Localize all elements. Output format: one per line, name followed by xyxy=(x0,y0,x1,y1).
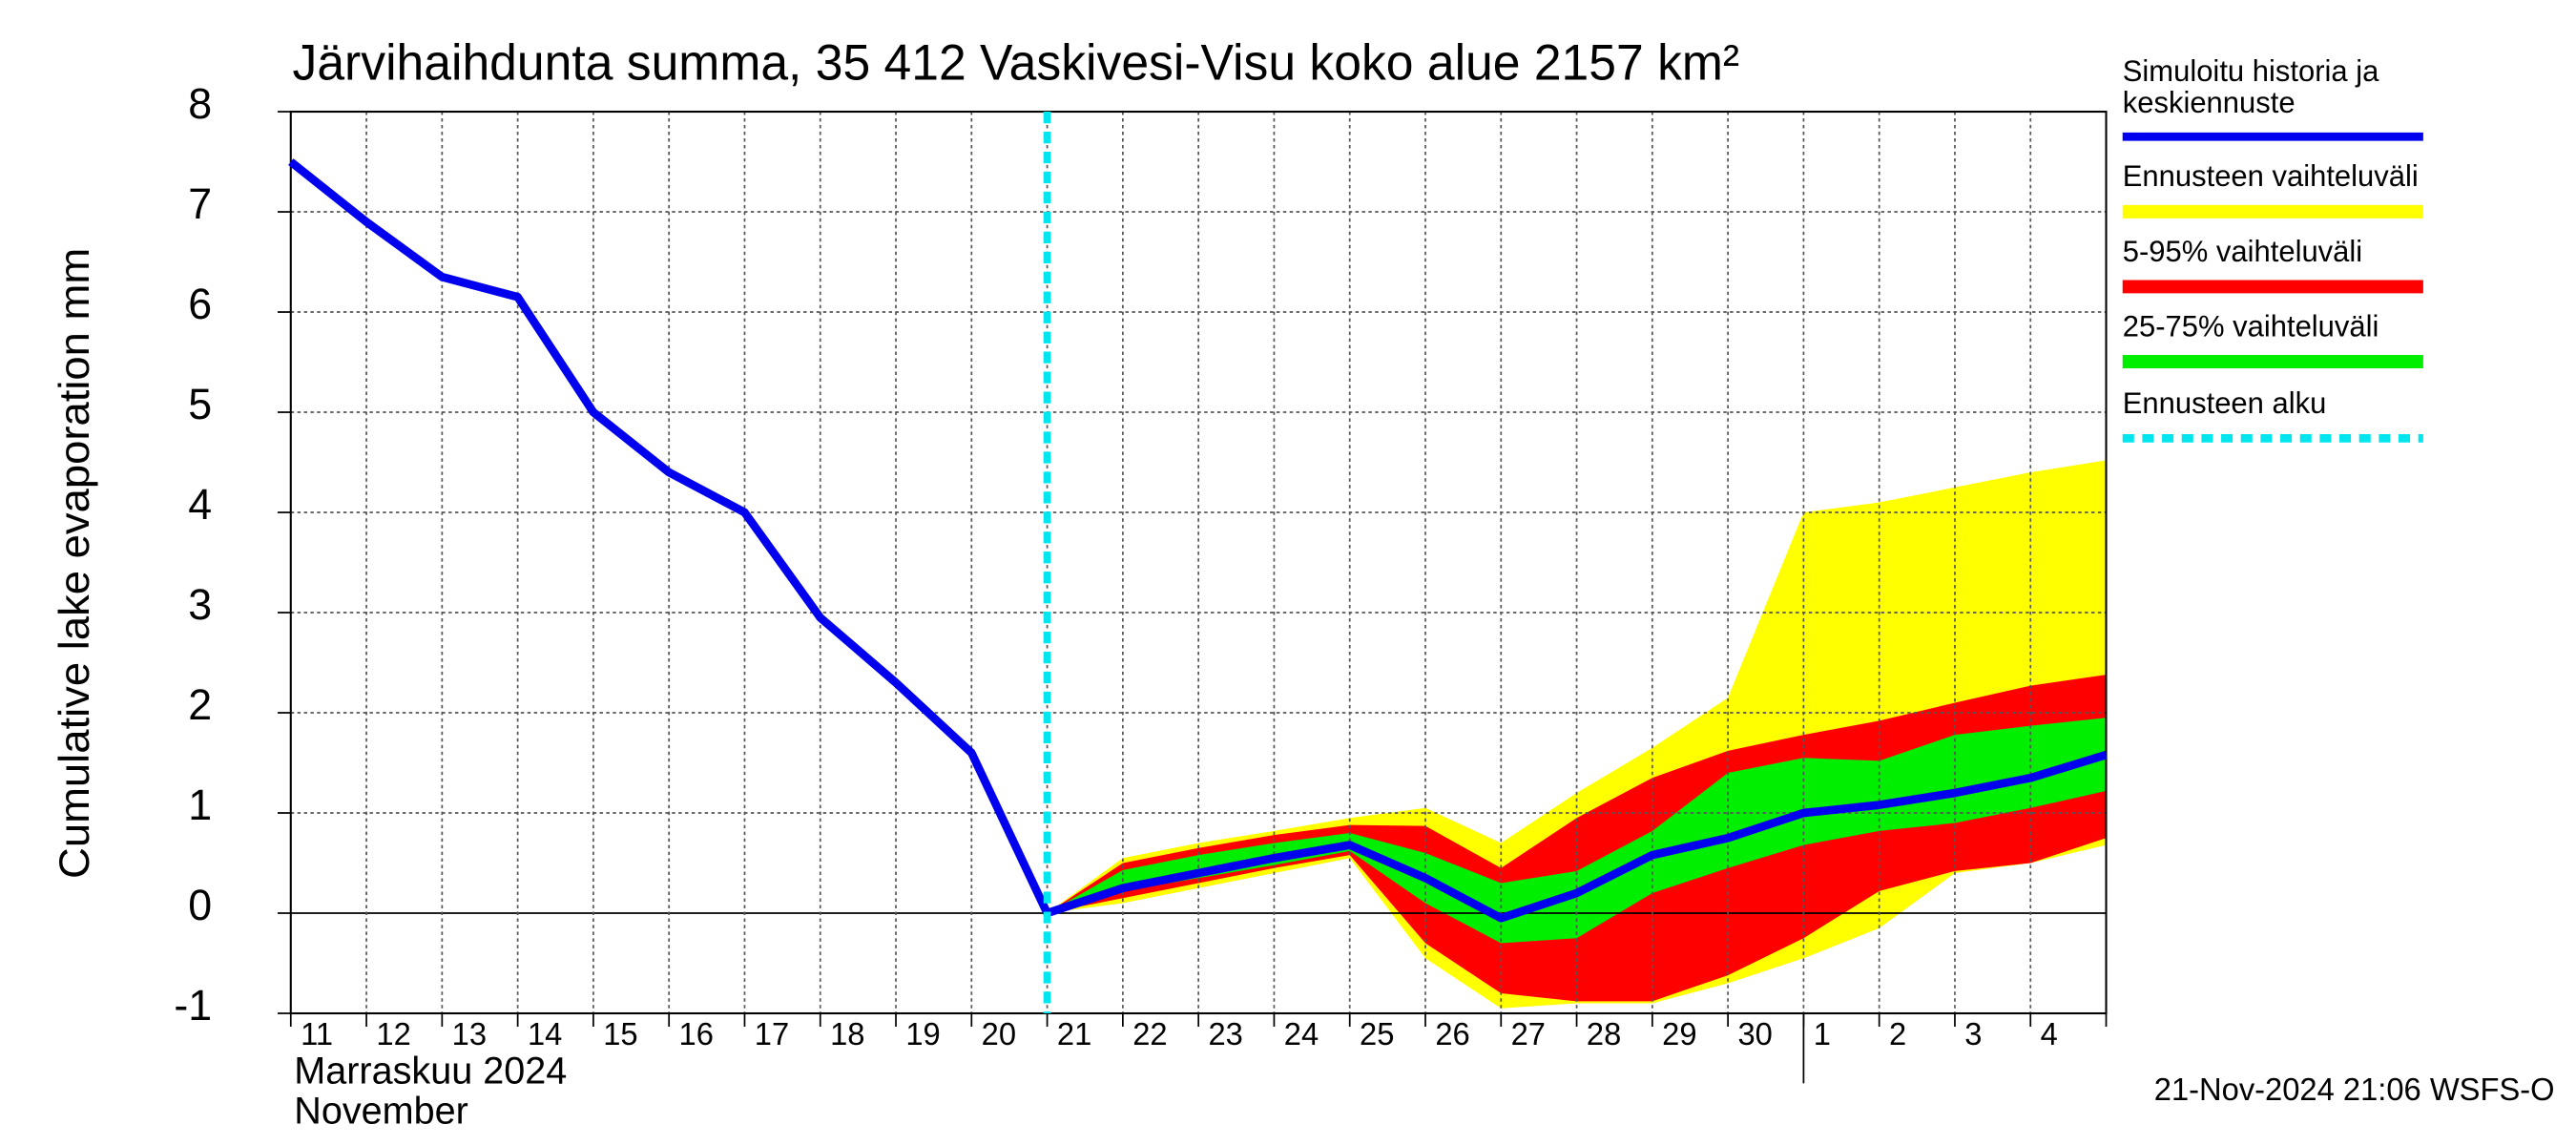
band-area xyxy=(1047,675,2107,1002)
x-tick-label: 2 xyxy=(1889,1016,1906,1051)
x-tick-label: 16 xyxy=(679,1016,714,1051)
x-tick-label: 30 xyxy=(1737,1016,1772,1051)
legend-label: Ennusteen alku xyxy=(2123,386,2327,420)
month-label: Marraskuu 2024 xyxy=(294,1050,567,1092)
y-tick-label: 8 xyxy=(188,78,212,127)
x-tick-label: 29 xyxy=(1662,1016,1696,1051)
x-tick-label: 22 xyxy=(1132,1016,1167,1051)
y-tick-label: 6 xyxy=(188,279,212,327)
legend-label-line: Simuloitu historia ja xyxy=(2123,54,2379,88)
x-tick-label: 15 xyxy=(603,1016,637,1051)
plot-frame xyxy=(289,110,2108,1015)
x-tick-label: 28 xyxy=(1587,1016,1621,1051)
x-tick-label: 24 xyxy=(1284,1016,1319,1051)
x-tick-label: 26 xyxy=(1435,1016,1469,1051)
legend-label: Simuloitu historia ja keskiennuste xyxy=(2123,54,2379,119)
x-tick-label: 21 xyxy=(1057,1016,1091,1051)
x-tick-label: 12 xyxy=(376,1016,410,1051)
x-tick-label: 25 xyxy=(1360,1016,1394,1051)
legend-label: 5-95% vaihteluväli xyxy=(2123,235,2362,268)
timestamp: 21-Nov-2024 21:06 WSFS-O xyxy=(2154,1072,2555,1107)
x-tick-label: 4 xyxy=(2041,1016,2058,1051)
x-tick-label: 13 xyxy=(452,1016,487,1051)
legend-label: Ennusteen vaihteluväli xyxy=(2123,159,2419,193)
y-tick-label: 5 xyxy=(188,379,212,427)
y-tick-label: 1 xyxy=(188,780,212,828)
x-tick-label: 27 xyxy=(1511,1016,1546,1051)
x-tick-label: 19 xyxy=(905,1016,940,1051)
x-tick-label: 18 xyxy=(830,1016,864,1051)
y-axis-label: Cumulative lake evaporation mm xyxy=(50,248,98,879)
chart-title: Järvihaihdunta summa, 35 412 Vaskivesi-V… xyxy=(293,35,1740,91)
band-area xyxy=(1047,718,2107,944)
legend-label: 25-75% vaihteluväli xyxy=(2123,309,2379,343)
y-tick-label: -1 xyxy=(174,980,212,1029)
y-tick-label: 2 xyxy=(188,679,212,728)
x-tick-label: 14 xyxy=(528,1016,562,1051)
x-tick-label: 3 xyxy=(1964,1016,1982,1051)
y-tick-label: 3 xyxy=(188,579,212,628)
x-tick-label: 23 xyxy=(1208,1016,1242,1051)
x-tick-label: 1 xyxy=(1814,1016,1831,1051)
series-line xyxy=(288,158,2108,923)
x-tick-label: 11 xyxy=(301,1016,333,1051)
legend-label-line: keskiennuste xyxy=(2123,86,2296,119)
x-tick-label: 17 xyxy=(755,1016,789,1051)
y-tick-label: 4 xyxy=(188,479,212,528)
y-tick-label: 0 xyxy=(188,880,212,928)
month-label: November xyxy=(294,1090,468,1132)
y-tick-label: 7 xyxy=(188,178,212,227)
x-tick-label: 20 xyxy=(982,1016,1016,1051)
